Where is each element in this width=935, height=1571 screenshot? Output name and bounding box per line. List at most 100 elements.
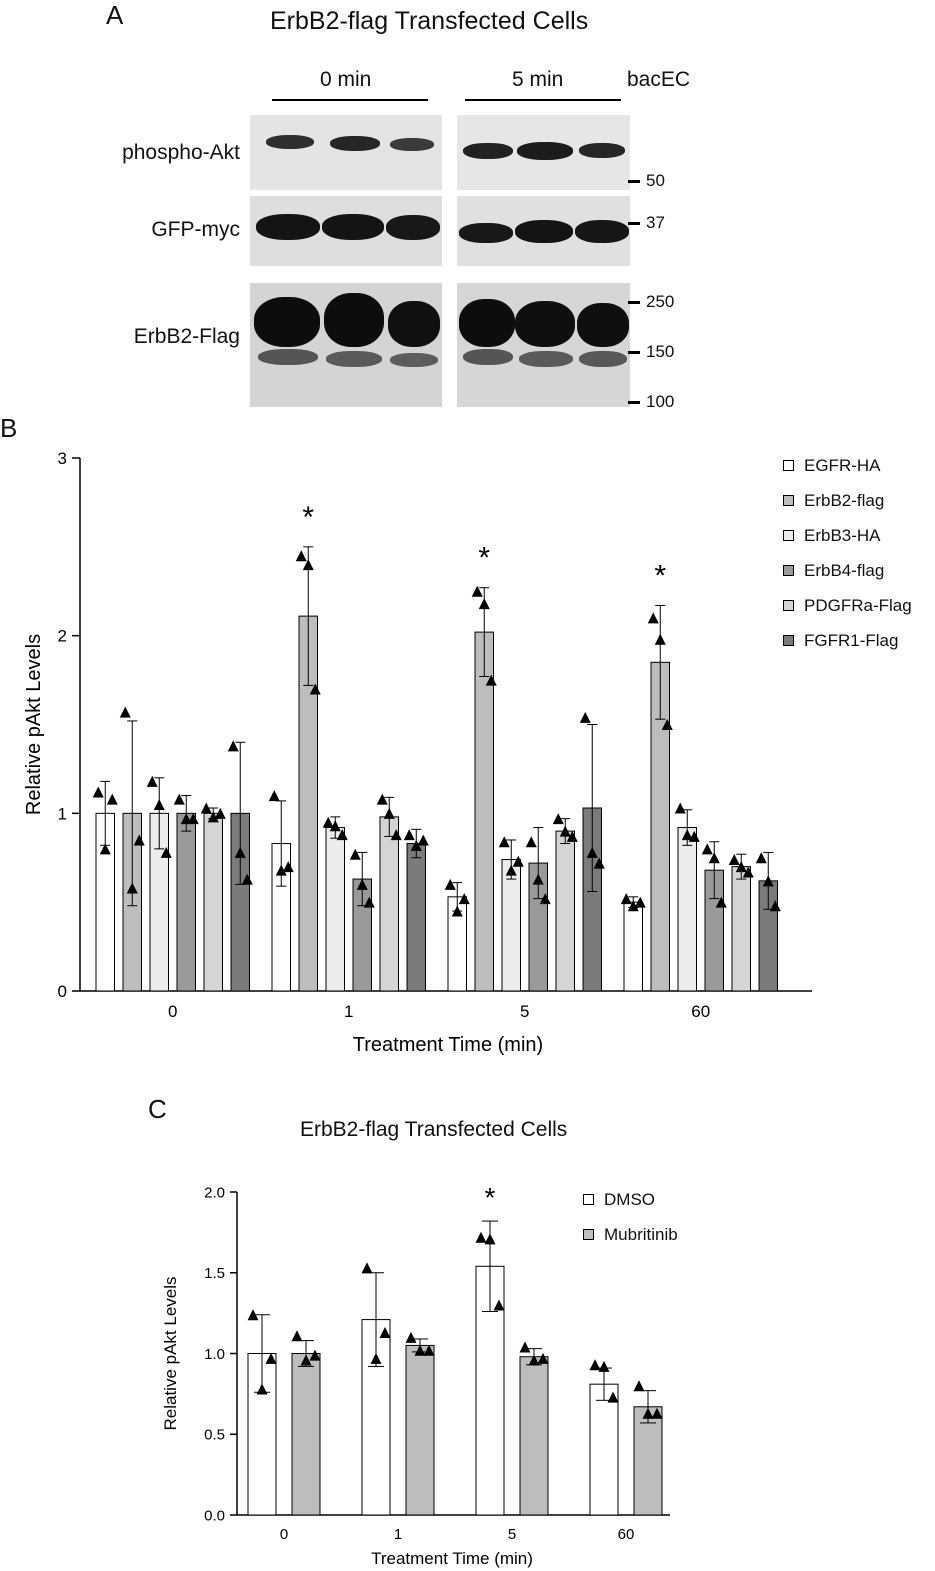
chart-b-bar-fgfr1-flag-1-point-2 xyxy=(417,834,429,846)
chart-b-bar-erbb2-flag-5-point-0 xyxy=(471,585,483,597)
chart-c-legend-item-dmso: DMSO xyxy=(583,1182,678,1217)
chart-b-bar-erbb3-ha-5-point-2 xyxy=(512,855,524,867)
chart-b-ytick-label-3: 3 xyxy=(58,449,67,468)
chart-b-bar-erbb4-flag-1-point-2 xyxy=(363,896,375,908)
chart-b: 0 1 2 3 Relative pAkt Levels Treatment Time (… xyxy=(23,449,812,1056)
chart-b-legend-label-erbb3-ha: ErbB3-HA xyxy=(804,525,881,545)
chart-b-bar-erbb2-flag-1-point-1 xyxy=(302,559,314,571)
panel-c-title: ErbB2-flag Transfected Cells xyxy=(300,1118,568,1141)
chart-b-bar-erbb2-flag-60-point-0 xyxy=(647,612,659,624)
chart-b-bar-erbb2-flag-5-point-1 xyxy=(478,598,490,610)
chart-b-legend-swatch-erbb2-flag xyxy=(783,495,794,506)
chart-b-significance-5-1: * xyxy=(478,542,490,575)
chart-c-bar-mubritinib-0-point-0 xyxy=(291,1330,303,1342)
chart-c-xtick-label-1: 1 xyxy=(394,1526,402,1543)
chart-b-legend-item-egfr-ha: EGFR-HA xyxy=(783,448,912,483)
chart-b-bar-pdgfra-flag-1-point-0 xyxy=(376,793,388,805)
chart-c-bar-dmso-60-point-2 xyxy=(607,1391,619,1403)
chart-b-bar-erbb3-ha-1-point-1 xyxy=(329,820,341,832)
chart-b-ytick-label-1: 1 xyxy=(58,804,67,823)
blot-gfp-myc-5min xyxy=(457,196,630,266)
chart-b-bar-erbb2-flag-1-point-2 xyxy=(309,683,321,695)
chart-c-bar-mubritinib-60-point-2 xyxy=(651,1407,663,1419)
chart-c-bar-mubritinib-0-point-2 xyxy=(309,1349,321,1361)
chart-b-bar-erbb3-ha-60-point-0 xyxy=(674,802,686,814)
chart-b-xtick-label-1: 1 xyxy=(344,1002,353,1021)
chart-c-ytick-label-0-5: 0.5 xyxy=(204,1427,225,1444)
chart-b-bar-pdgfra-flag-0 xyxy=(203,812,223,992)
chart-c-bar-mubritinib-5-point-1 xyxy=(528,1354,540,1366)
chart-b-bar-pdgfra-flag-60-point-1 xyxy=(735,861,747,873)
mw-tick-50 xyxy=(628,180,640,183)
chart-b-bar-erbb4-flag-60-point-2 xyxy=(715,896,727,908)
chart-c-bar-mubritinib-1-point-2 xyxy=(423,1344,435,1356)
chart-c-bar-mubritinib-0-point-1 xyxy=(300,1354,312,1366)
chart-b-y-axis-label: Relative pAkt Levels xyxy=(23,634,45,815)
chart-b-significance-60-2: * xyxy=(654,559,666,592)
chart-b-bar-erbb2-flag-5 xyxy=(474,631,494,992)
chart-b-bar-erbb2-flag-5-point-2 xyxy=(485,674,497,686)
chart-b-bar-fgfr1-flag-1-point-1 xyxy=(410,839,422,851)
chart-b-bar-egfr-ha-60-point-2 xyxy=(634,896,646,908)
chart-b-bar-fgfr1-flag-5-point-0 xyxy=(579,711,591,723)
chart-b-bar-pdgfra-flag-1 xyxy=(379,816,399,992)
chart-b-bar-erbb4-flag-0-point-0 xyxy=(173,793,185,805)
chart-b-bar-egfr-ha-1-point-1 xyxy=(275,864,287,876)
chart-c-ytick-label-1-0: 1.0 xyxy=(204,1346,225,1363)
chart-b-bar-pdgfra-flag-0-point-1 xyxy=(207,811,219,823)
chart-b-bar-pdgfra-flag-60-point-0 xyxy=(728,854,740,866)
mw-label-250: 250 xyxy=(646,292,675,311)
chart-b-xtick-label-0: 0 xyxy=(168,1002,177,1021)
chart-b-significance-1-0: * xyxy=(302,501,314,534)
chart-b-bar-erbb4-flag-0-point-1 xyxy=(180,813,192,825)
chart-c-xtick-label-0: 0 xyxy=(280,1526,288,1543)
chart-b-bar-pdgfra-flag-5-point-2 xyxy=(566,830,578,842)
chart-c-bar-mubritinib-60-point-0 xyxy=(633,1380,645,1392)
chart-b-bar-erbb3-ha-0-point-2 xyxy=(160,846,172,858)
lane-bracket-5min xyxy=(465,99,621,101)
chart-b-bar-pdgfra-flag-1-point-2 xyxy=(390,829,402,841)
chart-b-bar-pdgfra-flag-60 xyxy=(731,866,751,992)
chart-b-bar-pdgfra-flag-60-point-2 xyxy=(742,866,754,878)
chart-b-bar-erbb4-flag-0 xyxy=(176,812,196,992)
lane-label-0min: 0 min xyxy=(320,68,372,91)
chart-b-bar-fgfr1-flag-1-point-0 xyxy=(403,829,415,841)
chart-b-bar-erbb4-flag-60-point-0 xyxy=(701,843,713,855)
panel-b-letter: B xyxy=(0,413,18,443)
mw-tick-150 xyxy=(628,351,640,354)
chart-b-bar-egfr-ha-60-point-1 xyxy=(627,900,639,912)
chart-c-bar-mubritinib-60 xyxy=(633,1406,663,1516)
chart-c-ytick-label-2-0: 2.0 xyxy=(204,1184,225,1201)
chart-c-y-axis-label: Relative pAkt Levels xyxy=(161,1276,180,1430)
row-label-erbb2-flag: ErbB2-Flag xyxy=(133,325,240,348)
chart-b-bar-erbb3-ha-60 xyxy=(677,827,697,992)
chart-c-xtick-label-60: 60 xyxy=(618,1526,635,1543)
chart-c-bar-dmso-60-point-1 xyxy=(598,1360,610,1372)
blot-erbb2-flag-0min xyxy=(250,283,442,407)
chart-c-legend-label-mubritinib: Mubritinib xyxy=(604,1224,678,1244)
panel-c-letter: C xyxy=(148,1094,167,1124)
chart-c-bar-dmso-60 xyxy=(589,1383,619,1516)
chart-b-bar-erbb4-flag-5-point-0 xyxy=(525,836,537,848)
mw-tick-250 xyxy=(628,301,640,304)
chart-c-significance-5-0: * xyxy=(485,1182,496,1213)
chart-c-ytick-label-0-0: 0.0 xyxy=(204,1507,225,1524)
chart-c-x-axis-label: Treatment Time (min) xyxy=(371,1549,533,1568)
chart-c-bar-mubritinib-5-point-0 xyxy=(519,1341,531,1353)
chart-b-bar-erbb2-flag-60-point-2 xyxy=(661,719,673,730)
chart-b-bar-erbb3-ha-1-point-2 xyxy=(336,829,348,841)
chart-b-legend-item-erbb3-ha: ErbB3-HA xyxy=(783,518,912,553)
mw-tick-37 xyxy=(628,222,640,225)
chart-c-bar-dmso-5-point-2 xyxy=(493,1299,505,1311)
chart-c-xtick-label-5: 5 xyxy=(508,1526,516,1543)
legend-c: DMSO Mubritinib xyxy=(583,1182,678,1252)
chart-b-bar-pdgfra-flag-1-point-1 xyxy=(383,807,395,819)
chart-b-bar-fgfr1-flag-5-point-2 xyxy=(593,857,605,869)
chart-b-ytick-label-0: 0 xyxy=(58,982,67,1001)
chart-b-bar-pdgfra-flag-0-point-2 xyxy=(214,807,226,819)
chart-b-bar-fgfr1-flag-60-point-0 xyxy=(755,852,767,864)
chart-b-legend-swatch-egfr-ha xyxy=(783,460,794,471)
chart-c-bar-mubritinib-1-point-1 xyxy=(414,1344,426,1356)
chart-c-ytick-label-1-5: 1.5 xyxy=(204,1265,225,1282)
chart-c-bar-mubritinib-1 xyxy=(405,1344,435,1516)
